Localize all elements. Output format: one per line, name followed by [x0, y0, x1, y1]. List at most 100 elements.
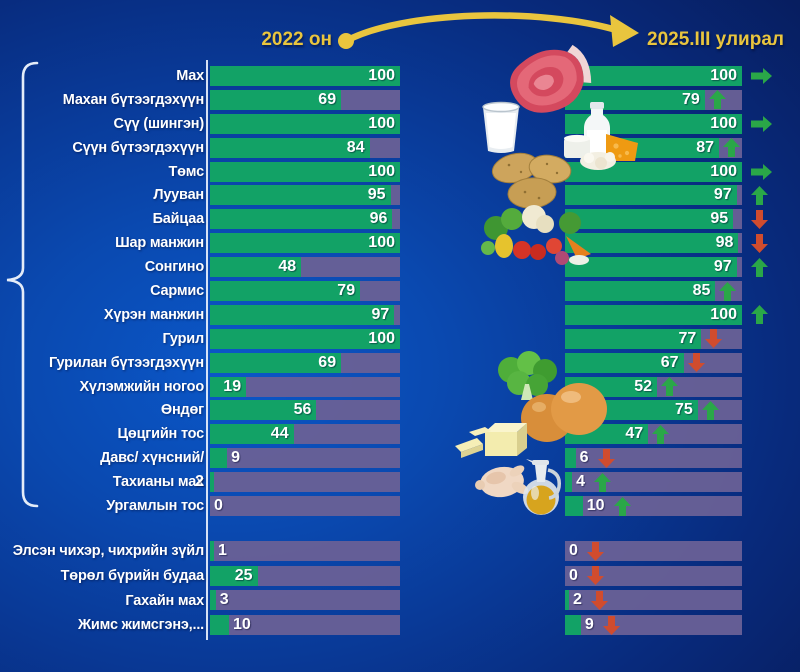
- bar-2022-track: 96: [210, 209, 400, 230]
- bar-2022-track: 10: [210, 615, 400, 636]
- trend-right-icon: [751, 162, 772, 182]
- bar-2022-value: 84: [346, 138, 365, 156]
- bar-2025-fill: [565, 448, 576, 469]
- bar-2022-fill: [210, 565, 258, 586]
- table-row: Лууван 95 97: [0, 183, 800, 207]
- table-row: Төмс 100 100: [0, 160, 800, 184]
- bar-2022-value: 100: [368, 162, 395, 180]
- bar-2025-value: 6: [579, 449, 589, 467]
- bar-2022-track: 84: [210, 137, 400, 158]
- trend-down-icon: [751, 233, 768, 253]
- left-period-title: 2022 он: [261, 29, 332, 50]
- table-row: Гахайн мах 3 2: [0, 588, 800, 613]
- bar-2022-track: 9: [210, 448, 400, 469]
- table-row: Давс/ хүнсний/ 9 6: [0, 446, 800, 470]
- trend-up-icon: [751, 305, 768, 325]
- bar-2025-value: 75: [674, 401, 693, 419]
- bar-2022-fill: [210, 304, 395, 325]
- bar-2025-value: 97: [713, 186, 732, 204]
- bar-2025-track: 4: [565, 472, 742, 493]
- table-row: Шар манжин 100 98: [0, 231, 800, 255]
- bar-2025-track: 79: [565, 89, 742, 110]
- table-row: Ургамлын тос 0 10: [0, 494, 800, 518]
- bar-2025-value: 0: [569, 542, 578, 559]
- food-label: Сүүн бүтээгдэхүүн: [72, 139, 204, 156]
- table-row: Гурил 100 77: [0, 327, 800, 351]
- table-row: Гурилан бүтээгдэхүүн 69 67: [0, 351, 800, 375]
- bar-2022-value: 0: [214, 497, 223, 515]
- bar-2025-value: 100: [710, 162, 737, 180]
- bar-2022-track: 1: [210, 541, 400, 561]
- food-rows-group-2: Элсэн чихэр, чихрийн зүйл 1 0 Төрөл бүри…: [0, 539, 800, 638]
- bar-2022-track: 100: [210, 328, 400, 349]
- food-label: Сонгино: [144, 259, 204, 276]
- bar-2025-track: 67: [565, 352, 742, 373]
- bar-2025-value: 87: [696, 138, 714, 156]
- bar-2022-fill: [210, 161, 400, 182]
- bar-2022-value: 3: [219, 591, 229, 609]
- bar-2025-track: 77: [565, 328, 742, 349]
- food-label: Хүрэн манжин: [103, 306, 204, 323]
- table-row: Хүлэмжийн ногоо 19 52: [0, 375, 800, 399]
- bar-2025-track: 6: [565, 448, 742, 469]
- bar-2022-value: 10: [233, 616, 251, 634]
- trend-up-icon: [652, 424, 670, 444]
- food-label: Элсэн чихэр, чихрийн зүйл: [12, 543, 204, 560]
- bar-2022-track: 19: [210, 376, 400, 397]
- bar-2025-value: 2: [573, 591, 582, 609]
- food-label: Махан бүтээгдэхүүн: [62, 91, 204, 108]
- group-brace: [6, 61, 39, 508]
- food-label: Лууван: [153, 187, 204, 204]
- bar-2022-track: 100: [210, 161, 400, 182]
- bar-2022-fill: [210, 89, 342, 110]
- bar-2025-track: 0: [565, 565, 742, 586]
- bar-2022-fill: [210, 448, 228, 469]
- bar-2025-track: 95: [565, 209, 768, 230]
- table-row: Жимс жимсгэнэ,... 10 9: [0, 613, 800, 638]
- trend-down-icon: [602, 615, 620, 635]
- food-label: Төмс: [168, 163, 204, 180]
- trend-up-icon: [613, 496, 631, 516]
- bar-2022-fill: [210, 113, 400, 134]
- bar-2025-value: 100: [710, 305, 737, 323]
- arc-arrow-icon: [338, 12, 639, 49]
- bar-2025-track: 52: [565, 376, 742, 397]
- right-period-title: 2025.III улирал: [647, 29, 784, 50]
- bar-2022-value: 44: [270, 425, 289, 443]
- bar-2025-track: 85: [565, 281, 742, 302]
- bar-2022-fill: [210, 352, 342, 373]
- trend-up-icon: [722, 138, 740, 158]
- bar-2025-fill: [565, 304, 742, 325]
- food-label: Байцаа: [152, 211, 205, 228]
- food-label: Өндөг: [160, 402, 204, 419]
- trend-down-icon: [587, 541, 604, 561]
- bar-2022-value: 69: [318, 353, 337, 371]
- table-row: Сүүн бүтээгдэхүүн 84 87: [0, 136, 800, 160]
- bar-2022-track: 100: [210, 233, 400, 254]
- food-label: Гахайн мах: [125, 592, 204, 609]
- bar-2022-fill: [210, 281, 361, 302]
- food-label: Мах: [176, 67, 204, 84]
- bar-2022-track: 48: [210, 257, 400, 278]
- bar-2022-track: 25: [210, 565, 400, 586]
- food-label: Ургамлын тос: [106, 497, 204, 514]
- table-row: Сонгино 48 97: [0, 255, 800, 279]
- bar-2025-fill: [565, 281, 716, 302]
- trend-up-icon: [719, 281, 737, 301]
- bar-2025-value: 100: [710, 114, 737, 132]
- food-label: Жимс жимсгэнэ,...: [78, 617, 204, 634]
- bar-2022-value: 19: [223, 377, 242, 395]
- bar-2022-value: 25: [234, 566, 253, 584]
- bar-2022-track: 97: [210, 304, 400, 325]
- bar-2022-fill: [210, 400, 317, 421]
- trend-down-icon: [591, 590, 608, 610]
- bar-2025-value: 77: [678, 329, 697, 347]
- table-row: Махан бүтээгдэхүүн 69 79: [0, 88, 800, 112]
- bar-2025-value: 79: [682, 90, 700, 108]
- trend-up-icon: [751, 257, 768, 277]
- bar-2022-track: 100: [210, 113, 400, 134]
- bar-2022-track: 3: [210, 590, 400, 611]
- bar-2025-value: 97: [713, 258, 732, 276]
- trend-down-icon: [587, 566, 604, 586]
- bar-2025-fill: [565, 472, 573, 493]
